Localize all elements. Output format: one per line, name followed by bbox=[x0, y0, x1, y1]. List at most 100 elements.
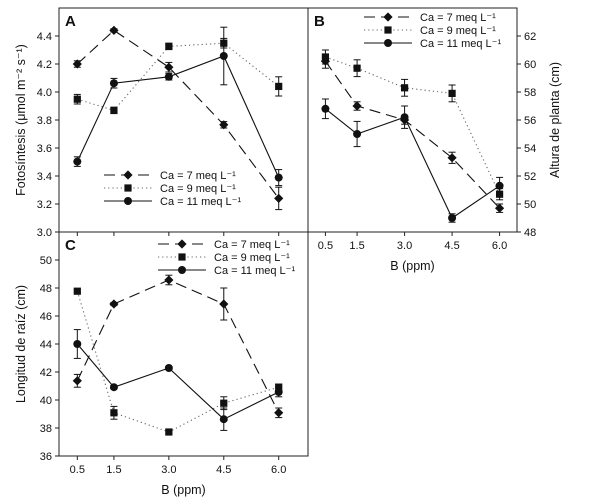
panel-a: A 3.0 3.2 3.4 3.6 3.8 4.0 4.2 4.4 Fotosíntesis (μ… bbox=[14, 7, 309, 239]
data-point bbox=[109, 25, 119, 35]
data-point bbox=[164, 364, 173, 372]
series-circle bbox=[321, 98, 504, 223]
legend-entry: Ca = 9 meq L⁻¹ bbox=[214, 252, 290, 264]
x-tick-label: 0.5 bbox=[318, 240, 333, 252]
legend: Ca = 7 meq L⁻¹Ca = 9 meq L⁻¹Ca = 11 meq … bbox=[104, 170, 241, 208]
data-point bbox=[164, 275, 174, 285]
series-line bbox=[76, 291, 279, 433]
data-point bbox=[400, 84, 409, 92]
y-tick-label: 48 bbox=[40, 283, 52, 295]
data-point bbox=[73, 157, 82, 166]
data-point bbox=[165, 42, 173, 50]
series-square bbox=[73, 287, 283, 436]
data-point bbox=[353, 64, 361, 72]
y-tick-label: 54 bbox=[524, 143, 536, 155]
x-tick-label: 3.0 bbox=[161, 464, 176, 476]
y-axis-label: Longitud de raíz (cm) bbox=[14, 285, 28, 403]
y-tick-label: 42 bbox=[40, 367, 52, 379]
series-line bbox=[325, 56, 501, 195]
x-tick-label: 6.0 bbox=[492, 240, 507, 252]
series-line bbox=[76, 55, 280, 178]
legend-marker bbox=[384, 26, 392, 34]
legend-entry: Ca = 7 meq L⁻¹ bbox=[160, 170, 236, 182]
data-point bbox=[110, 106, 118, 114]
y-tick-label: 4.0 bbox=[37, 87, 52, 99]
data-point bbox=[321, 104, 330, 113]
series-circle bbox=[73, 329, 283, 431]
legend-marker bbox=[124, 197, 132, 205]
x-tick-label: 0.5 bbox=[70, 464, 85, 476]
data-point bbox=[109, 79, 118, 88]
data-point bbox=[219, 120, 229, 130]
data-point bbox=[219, 52, 228, 60]
y-tick-label: 4.4 bbox=[37, 31, 52, 43]
y-tick-label: 46 bbox=[40, 311, 52, 323]
panel-letter: A bbox=[65, 13, 76, 30]
data-point bbox=[164, 72, 173, 81]
data-point bbox=[352, 101, 362, 111]
data-point bbox=[494, 203, 505, 213]
x-tick-label: 1.5 bbox=[106, 464, 121, 476]
y-tick-label: 50 bbox=[40, 255, 52, 267]
panel-letter: B bbox=[314, 13, 325, 30]
legend-entry: Ca = 11 meq L⁻¹ bbox=[420, 38, 501, 50]
legend-marker bbox=[383, 12, 393, 22]
series-line bbox=[325, 108, 500, 219]
y-axis-label: Altura de planta (cm) bbox=[548, 62, 562, 178]
data-point bbox=[321, 53, 330, 61]
y-tick-label: 4.2 bbox=[37, 59, 52, 71]
data-point bbox=[165, 428, 173, 436]
series-square bbox=[321, 49, 504, 201]
legend-marker bbox=[124, 184, 132, 192]
data-point bbox=[275, 82, 283, 90]
data-point bbox=[400, 113, 409, 122]
x-tick-label: 4.5 bbox=[216, 464, 231, 476]
y-tick-label: 58 bbox=[524, 87, 536, 99]
data-point bbox=[109, 299, 119, 309]
y-tick-label: 3.4 bbox=[37, 171, 52, 183]
y-tick-label: 56 bbox=[524, 115, 536, 127]
y-tick-label: 44 bbox=[40, 339, 52, 351]
y-tick-label: 50 bbox=[524, 199, 536, 211]
series-line bbox=[76, 343, 279, 420]
legend-entry: Ca = 9 meq L⁻¹ bbox=[420, 25, 496, 37]
x-axis-label: B (ppm) bbox=[161, 483, 205, 497]
series-diamond bbox=[72, 274, 284, 419]
legend-entry: Ca = 9 meq L⁻¹ bbox=[160, 183, 236, 195]
data-point bbox=[164, 62, 174, 72]
data-point bbox=[274, 173, 283, 182]
y-tick-label: 60 bbox=[524, 59, 536, 71]
data-point bbox=[220, 399, 228, 407]
data-point bbox=[73, 340, 82, 348]
data-point bbox=[274, 388, 283, 396]
y-tick-label: 3.6 bbox=[37, 143, 52, 155]
y-tick-label: 48 bbox=[524, 227, 536, 239]
data-point bbox=[274, 408, 284, 418]
legend-marker bbox=[177, 239, 187, 249]
y-tick-label: 52 bbox=[524, 171, 536, 183]
y-tick-label: 3.2 bbox=[37, 199, 52, 211]
series-circle bbox=[73, 26, 283, 187]
legend-entry: Ca = 7 meq L⁻¹ bbox=[420, 12, 496, 24]
data-point bbox=[447, 153, 457, 163]
x-tick-label: 6.0 bbox=[271, 464, 286, 476]
legend-entry: Ca = 7 meq L⁻¹ bbox=[214, 239, 290, 251]
x-tick-label: 1.5 bbox=[349, 240, 364, 252]
panel-c: C 36 38 40 42 44 46 48 50 0.5 1.5 3.0 4.5 6.0 B (ppm) L… bbox=[14, 231, 309, 497]
x-tick-label: 3.0 bbox=[397, 240, 412, 252]
data-point bbox=[219, 415, 228, 424]
data-point bbox=[495, 181, 504, 190]
data-point bbox=[72, 59, 82, 69]
y-tick-label: 62 bbox=[524, 31, 536, 43]
data-point bbox=[353, 130, 362, 138]
legend-entry: Ca = 11 meq L⁻¹ bbox=[214, 265, 295, 277]
data-point bbox=[109, 383, 118, 392]
y-tick-label: 36 bbox=[40, 451, 52, 463]
data-point bbox=[448, 214, 457, 222]
x-tick-label: 4.5 bbox=[444, 240, 459, 252]
data-point bbox=[274, 193, 284, 203]
data-point bbox=[73, 95, 81, 103]
series-line bbox=[76, 29, 280, 199]
legend-marker bbox=[123, 170, 133, 180]
